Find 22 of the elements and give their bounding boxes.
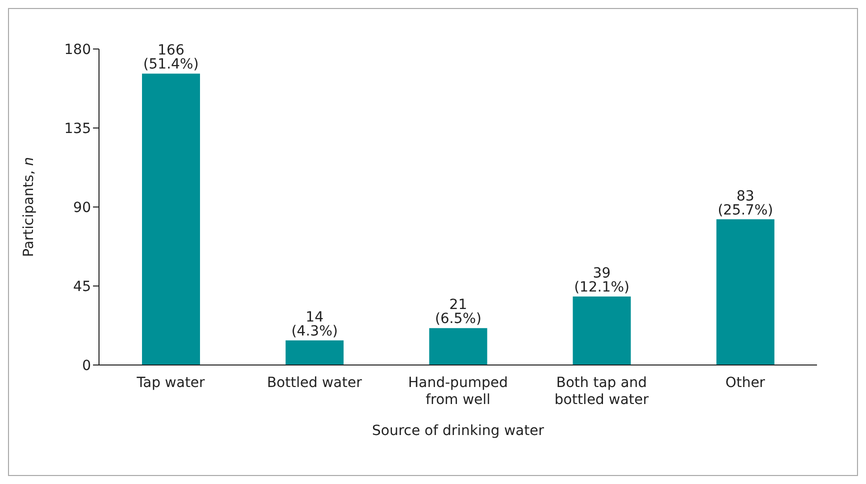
y-tick-label: 0 xyxy=(82,358,91,374)
x-tick-label: Both tap and bottled water xyxy=(554,375,649,408)
y-tick-label: 135 xyxy=(64,120,91,137)
y-tick-label: 45 xyxy=(73,278,91,295)
data-label: 166 (51.4%) xyxy=(143,42,199,73)
x-tick-label: Hand-pumped from well xyxy=(408,375,508,408)
data-label: 14 (4.3%) xyxy=(291,309,338,340)
x-tick-label: Tap water xyxy=(136,375,206,391)
x-axis-title: Source of drinking water xyxy=(372,423,544,439)
x-tick-label: Bottled water xyxy=(266,375,362,391)
data-label: 39 (12.1%) xyxy=(574,266,630,296)
y-tick-label: 90 xyxy=(73,200,91,216)
data-label: 83 (25.7%) xyxy=(718,188,774,218)
x-tick-label: Other xyxy=(725,375,766,391)
bar xyxy=(142,74,200,365)
data-label: 21 (6.5%) xyxy=(434,297,482,328)
y-tick-label: 180 xyxy=(64,42,91,58)
bar xyxy=(286,340,344,365)
bar xyxy=(429,328,488,365)
bar xyxy=(716,219,774,365)
y-axis-title: Participants, n xyxy=(21,156,37,258)
bar xyxy=(572,296,631,365)
